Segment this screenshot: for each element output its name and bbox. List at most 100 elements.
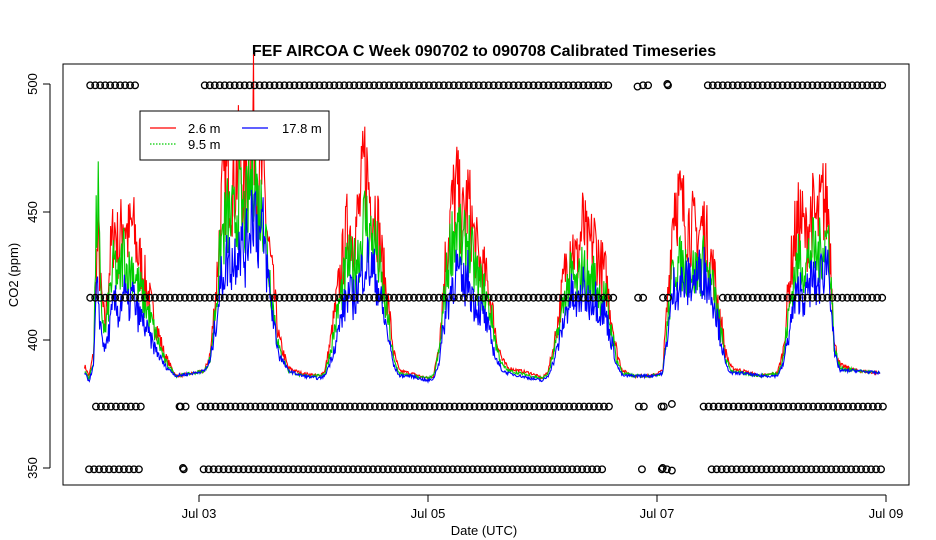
marker-point xyxy=(528,465,537,474)
marker-point xyxy=(444,81,453,90)
marker-point xyxy=(473,465,482,474)
series-line-17-8-m xyxy=(84,189,881,384)
marker-point xyxy=(718,81,727,90)
marker-point xyxy=(225,293,234,302)
marker-point xyxy=(220,293,229,302)
marker-point xyxy=(479,81,488,90)
marker-point xyxy=(449,293,458,302)
marker-point xyxy=(345,81,354,90)
marker-point xyxy=(380,402,389,411)
marker-point xyxy=(349,465,358,474)
marker-point xyxy=(754,402,763,411)
marker-point xyxy=(355,293,364,302)
marker-point xyxy=(593,465,602,474)
marker-point xyxy=(390,81,398,90)
marker-point xyxy=(375,402,384,411)
marker-point xyxy=(764,402,773,411)
marker-point xyxy=(530,402,539,411)
x-tick-label: Jul 05 xyxy=(411,506,446,521)
x-tick-label: Jul 09 xyxy=(869,506,904,521)
marker-point xyxy=(364,465,372,474)
marker-point xyxy=(813,293,822,302)
legend: 2.6 m 17.8 m 9.5 m xyxy=(139,110,330,161)
marker-point xyxy=(415,81,423,90)
marker-point xyxy=(403,465,412,474)
marker-point xyxy=(758,293,767,302)
marker-point xyxy=(405,81,413,90)
marker-point xyxy=(336,402,344,411)
marker-point xyxy=(315,293,324,302)
marker-point xyxy=(459,293,468,302)
marker-point xyxy=(569,81,578,90)
marker-point xyxy=(230,293,239,302)
marker-point xyxy=(170,293,179,302)
marker-point xyxy=(449,81,458,90)
marker-point xyxy=(852,465,861,474)
marker-point xyxy=(485,402,494,411)
marker-point xyxy=(360,293,369,302)
marker-point xyxy=(131,81,139,90)
marker-point xyxy=(463,465,472,474)
marker-point xyxy=(225,81,234,90)
marker-point xyxy=(769,402,778,411)
marker-point xyxy=(499,293,508,302)
marker-point xyxy=(594,293,603,302)
marker-point xyxy=(833,81,842,90)
marker-point xyxy=(544,293,553,302)
marker-point xyxy=(380,81,389,90)
marker-point xyxy=(534,81,543,90)
marker-point xyxy=(564,293,573,302)
marker-point xyxy=(873,81,882,90)
marker-point xyxy=(96,293,105,302)
marker-point xyxy=(474,81,483,90)
marker-point xyxy=(743,293,752,302)
marker-point xyxy=(708,81,717,90)
marker-point xyxy=(324,465,333,474)
marker-point xyxy=(395,81,403,90)
marker-point xyxy=(390,402,399,411)
marker-point xyxy=(453,465,462,474)
marker-point xyxy=(458,465,467,474)
marker-point xyxy=(319,465,328,474)
marker-point xyxy=(737,465,746,474)
marker-point xyxy=(598,465,607,474)
marker-point xyxy=(538,465,547,474)
marker-point xyxy=(116,293,125,302)
marker-point xyxy=(335,293,344,302)
marker-point xyxy=(423,465,432,474)
marker-point xyxy=(560,402,569,411)
marker-point xyxy=(664,293,672,302)
marker-point xyxy=(709,402,718,411)
marker-point xyxy=(229,465,238,474)
marker-point xyxy=(599,293,608,302)
marker-point xyxy=(435,402,444,411)
marker-point xyxy=(310,293,319,302)
marker-point xyxy=(294,465,303,474)
marker-point xyxy=(126,81,135,90)
marker-point xyxy=(508,465,517,474)
marker-point xyxy=(585,402,593,411)
marker-point xyxy=(306,402,315,411)
marker-point xyxy=(91,293,100,302)
marker-point xyxy=(355,81,364,90)
marker-point xyxy=(385,293,394,302)
marker-point xyxy=(808,293,817,302)
marker-point xyxy=(101,81,110,90)
marker-point xyxy=(753,293,762,302)
marker-point xyxy=(304,465,313,474)
marker-point xyxy=(872,465,880,474)
marker-point xyxy=(136,293,144,302)
marker-point xyxy=(747,465,756,474)
marker-point xyxy=(134,465,143,474)
marker-point xyxy=(266,402,275,411)
marker-point xyxy=(717,465,726,474)
marker-point xyxy=(782,465,791,474)
marker-point xyxy=(286,402,295,411)
marker-point xyxy=(284,465,293,474)
marker-point xyxy=(722,465,731,474)
marker-point xyxy=(752,465,761,474)
marker-point xyxy=(753,81,762,90)
marker-point xyxy=(729,402,738,411)
marker-point xyxy=(234,465,243,474)
marker-point xyxy=(494,293,503,302)
